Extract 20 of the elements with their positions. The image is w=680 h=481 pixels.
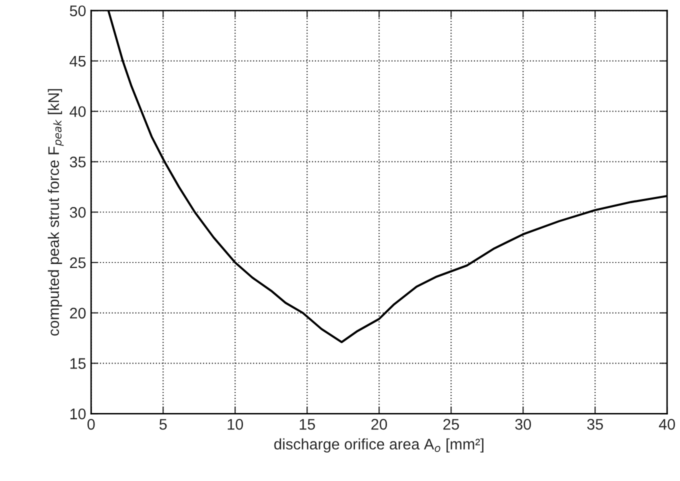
x-tick-label: 30 <box>515 418 531 430</box>
y-tick-label: 10 <box>70 408 86 420</box>
x-tick-label: 25 <box>443 418 459 430</box>
x-tick-label: 20 <box>371 418 387 430</box>
y-tick-label: 20 <box>70 308 86 319</box>
y-tick-label: 30 <box>70 206 86 218</box>
x-tick-label: 35 <box>587 418 603 430</box>
y-axis-title: computed peak strut force F$_{peak}$ [kN] <box>48 89 64 336</box>
x-tick-label: 10 <box>228 418 244 430</box>
x-tick-label: 40 <box>658 418 675 430</box>
x-tick-label: 5 <box>159 419 167 430</box>
x-axis-title: discharge orifice area A$_{o}$ [mm²] <box>274 438 484 453</box>
y-tick-label: 50 <box>70 5 86 16</box>
x-tick-label: 0 <box>87 418 95 430</box>
y-tick-label: 40 <box>70 106 86 118</box>
y-tick-label: 45 <box>70 56 86 67</box>
x-tick-label: 15 <box>300 419 315 430</box>
y-tick-label: 35 <box>70 156 86 168</box>
y-tick-label: 25 <box>70 257 86 268</box>
y-tick-label: 15 <box>70 358 86 369</box>
